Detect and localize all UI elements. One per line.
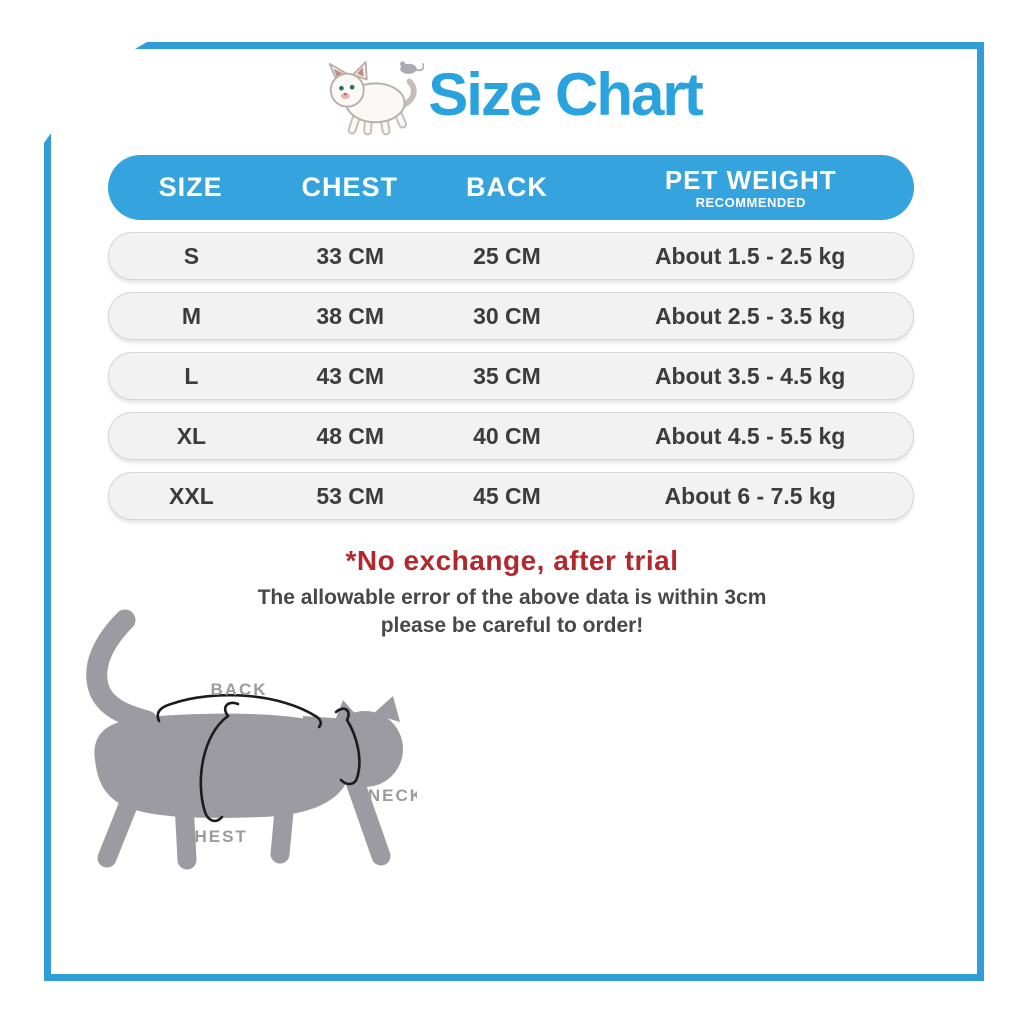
back-cell: 35 CM xyxy=(473,362,541,389)
disclaimer-line-1: The allowable error of the above data is… xyxy=(257,586,767,609)
neck-measure-arc xyxy=(334,707,361,786)
page-title: Size Chart xyxy=(428,61,703,128)
frame-right-border xyxy=(977,42,984,981)
chest-cell: 48 CM xyxy=(316,422,385,449)
chest-measure-arc xyxy=(199,701,240,823)
table-row: L 43 CM 35 CM About 3.5 - 4.5 kg xyxy=(108,352,914,400)
back-label: BACK xyxy=(210,680,267,699)
chest-cell: 38 CM xyxy=(316,302,385,329)
size-cell: XL xyxy=(176,422,207,449)
back-cell: 40 CM xyxy=(473,422,541,449)
neck-label: NECK xyxy=(368,786,417,805)
tolerance-disclaimer: The allowable error of the above data is… xyxy=(0,584,1024,639)
table-row: XXL 53 CM 45 CM About 6 - 7.5 kg xyxy=(108,472,914,520)
frame-left-border xyxy=(44,133,51,981)
measurement-arcs xyxy=(156,693,361,823)
no-exchange-warning: *No exchange, after trial xyxy=(345,545,679,576)
back-cell: 25 CM xyxy=(473,242,541,269)
column-header-size: SIZE xyxy=(158,172,223,202)
pet-weight-label: PET WEIGHT xyxy=(664,164,837,195)
mouse-icon xyxy=(400,61,425,74)
cat-silhouette xyxy=(86,609,403,870)
recommended-label: RECOMMENDED xyxy=(695,194,806,210)
frame-top-border xyxy=(135,42,984,49)
frame-bottom-border xyxy=(44,974,984,981)
column-header-pet-weight: PET WEIGHT RECOMMENDED xyxy=(588,167,914,209)
diagram-labels: BACK NECK CHEST xyxy=(180,680,417,846)
back-measure-arc xyxy=(156,693,323,729)
column-header-chest: CHEST xyxy=(301,172,399,202)
weight-cell: About 1.5 - 2.5 kg xyxy=(654,242,846,269)
back-cell: 30 CM xyxy=(473,302,541,329)
chest-cell: 53 CM xyxy=(316,482,385,509)
weight-cell: About 6 - 7.5 kg xyxy=(664,482,836,509)
size-cell: XXL xyxy=(169,482,214,509)
cartoon-cat-icon xyxy=(329,61,425,136)
weight-cell: About 4.5 - 5.5 kg xyxy=(654,422,846,449)
table-row: M 38 CM 30 CM About 2.5 - 3.5 kg xyxy=(108,292,914,340)
size-cell: L xyxy=(184,362,199,389)
table-row: S 33 CM 25 CM About 1.5 - 2.5 kg xyxy=(108,232,914,280)
size-cell: M xyxy=(181,302,201,329)
back-cell: 45 CM xyxy=(473,482,541,509)
weight-cell: About 3.5 - 4.5 kg xyxy=(654,362,846,389)
disclaimer-line-2: please be careful to order! xyxy=(380,613,644,637)
size-table: SIZE CHEST BACK PET WEIGHT RECOMMENDED S… xyxy=(108,155,914,520)
table-header-row: SIZE CHEST BACK PET WEIGHT RECOMMENDED xyxy=(108,155,914,220)
chest-cell: 33 CM xyxy=(316,242,385,269)
title-section: Size Chart xyxy=(0,50,1024,140)
column-header-back: BACK xyxy=(465,172,548,202)
weight-cell: About 2.5 - 3.5 kg xyxy=(654,302,846,329)
chest-label: CHEST xyxy=(180,827,248,846)
size-cell: S xyxy=(183,242,200,269)
table-row: XL 48 CM 40 CM About 4.5 - 5.5 kg xyxy=(108,412,914,460)
cat-measurement-diagram: BACK NECK CHEST xyxy=(86,609,417,870)
chest-cell: 43 CM xyxy=(316,362,385,389)
